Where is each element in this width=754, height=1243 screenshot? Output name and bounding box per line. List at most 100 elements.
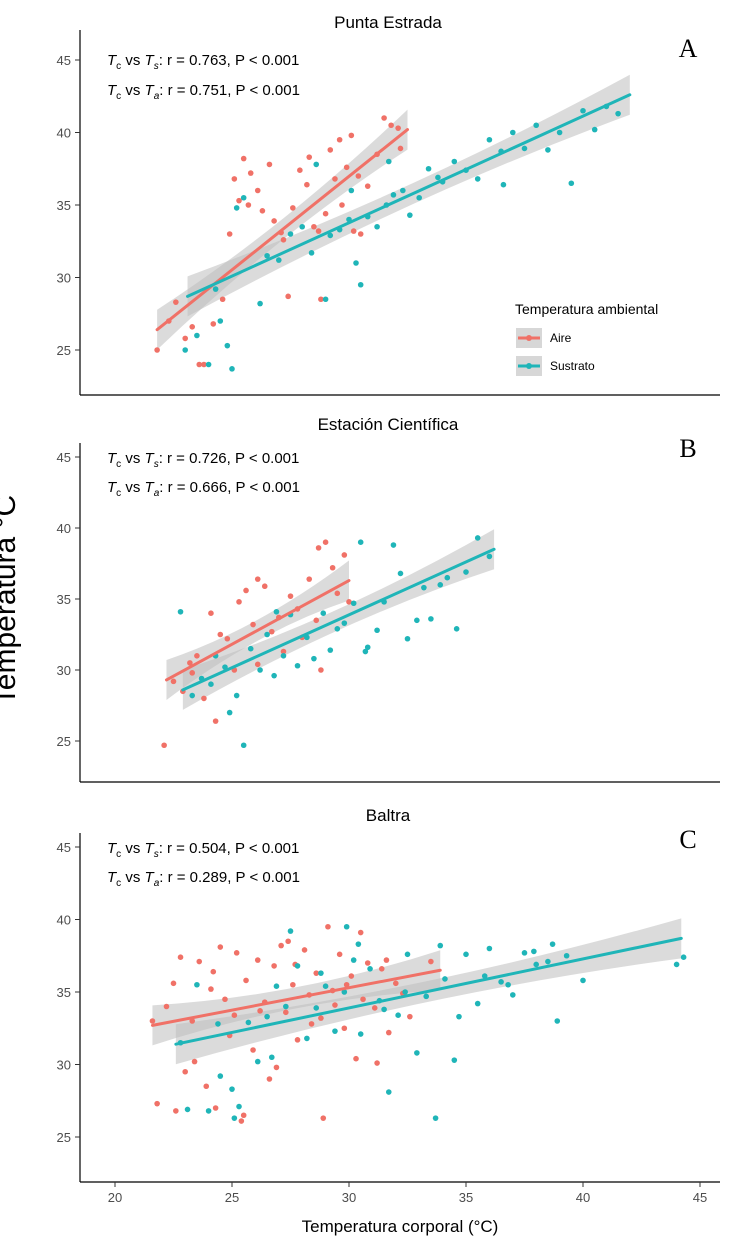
data-point-sustrato — [414, 1050, 420, 1056]
data-point-aire — [315, 545, 322, 551]
data-point-sustrato — [404, 635, 411, 642]
data-point-sustrato — [357, 281, 364, 288]
data-point-aire — [278, 942, 284, 949]
data-point-aire — [304, 181, 310, 188]
data-point-sustrato — [500, 181, 507, 188]
stat-vs: vs — [121, 52, 144, 69]
data-point-aire — [393, 980, 399, 987]
legend: Temperatura ambiental Aire Sustrato — [515, 301, 658, 376]
stat-vs: vs — [121, 840, 144, 857]
data-point-sustrato — [402, 989, 408, 995]
data-point-aire — [346, 599, 352, 605]
data-point-sustrato — [374, 627, 380, 634]
stat-var-t: T — [145, 450, 156, 467]
data-point-aire — [318, 667, 324, 673]
data-point-aire — [196, 361, 203, 368]
data-point-aire — [268, 628, 275, 635]
data-point-sustrato — [276, 257, 282, 263]
data-point-aire — [283, 1009, 289, 1016]
panel-estacion-cientifica: Estación Científica B 25 30 35 40 45 Tc vs Ts: … — [57, 415, 720, 783]
data-point-sustrato — [350, 957, 357, 963]
y-tick-label: 25 — [57, 343, 71, 358]
data-point-aire — [170, 678, 177, 685]
data-point-aire — [254, 957, 261, 963]
data-point-sustrato — [322, 983, 329, 989]
data-point-sustrato — [568, 180, 575, 187]
legend-item-label: Sustrato — [550, 359, 595, 373]
y-tick-label: 25 — [57, 1130, 71, 1145]
data-point-sustrato — [320, 610, 327, 616]
y-tick-label: 35 — [57, 198, 71, 213]
data-point-aire — [395, 125, 401, 131]
data-point-aire — [271, 218, 277, 224]
data-point-sustrato — [245, 1019, 252, 1026]
data-point-sustrato — [341, 989, 348, 995]
data-point-sustrato — [299, 223, 306, 230]
stat-var-tc: T — [107, 840, 118, 857]
data-point-aire — [259, 208, 266, 214]
stat-vs: vs — [121, 869, 144, 886]
data-point-aire — [290, 205, 296, 211]
data-point-sustrato — [189, 692, 196, 699]
data-point-aire — [313, 970, 320, 976]
data-point-sustrato — [240, 742, 247, 749]
stat-sub: s — [154, 849, 159, 860]
x-tick-label: 45 — [693, 1190, 707, 1205]
data-point-sustrato — [414, 617, 420, 624]
data-point-sustrato — [521, 950, 528, 956]
data-point-sustrato — [435, 174, 441, 181]
data-point-sustrato — [486, 945, 493, 952]
data-point-aire — [212, 1105, 219, 1111]
data-point-aire — [355, 173, 362, 179]
data-point-aire — [339, 202, 345, 208]
data-point-sustrato — [404, 951, 411, 958]
data-point-sustrato — [510, 129, 516, 136]
stat-vs: vs — [121, 82, 144, 99]
panel-baltra: Baltra C 25 30 35 40 45 20 25 30 35 40 45 Tc vs Ts: r… — [57, 806, 720, 1205]
x-tick-label: 25 — [225, 1190, 239, 1205]
data-point-aire — [191, 1058, 198, 1065]
stat-values: : r = 0.504, P < 0.001 — [159, 840, 300, 857]
data-point-aire — [210, 968, 217, 975]
stat-var-t: T — [145, 869, 156, 886]
data-point-aire — [322, 210, 329, 217]
data-point-sustrato — [390, 192, 397, 198]
data-point-aire — [238, 1118, 245, 1124]
data-point-aire — [201, 695, 207, 702]
data-point-aire — [308, 1021, 315, 1027]
data-point-aire — [189, 670, 196, 676]
data-point-aire — [336, 136, 343, 143]
data-point-sustrato — [437, 942, 444, 949]
data-point-aire — [374, 1060, 380, 1066]
data-point-aire — [357, 929, 364, 936]
data-point-aire — [173, 1108, 179, 1114]
data-point-sustrato — [264, 252, 270, 259]
data-point-sustrato — [257, 300, 263, 307]
x-tick-label: 30 — [342, 1190, 356, 1205]
data-point-aire — [381, 115, 387, 121]
data-point-sustrato — [580, 107, 586, 114]
data-point-aire — [327, 147, 334, 153]
data-point-sustrato — [425, 165, 432, 172]
data-point-sustrato — [348, 187, 355, 194]
data-point-sustrato — [505, 981, 511, 988]
data-point-aire — [254, 576, 261, 582]
y-tick-label: 45 — [57, 53, 71, 68]
data-point-sustrato — [456, 1013, 462, 1020]
data-point-aire — [173, 299, 179, 305]
data-point-aire — [329, 564, 336, 571]
stat-var-tc: T — [107, 450, 118, 467]
data-point-sustrato — [283, 1003, 289, 1010]
stat-sub: a — [154, 878, 160, 889]
data-point-aire — [325, 923, 331, 930]
data-point-aire — [287, 593, 294, 599]
stat-values: : r = 0.726, P < 0.001 — [159, 450, 300, 467]
data-point-sustrato — [556, 129, 563, 136]
data-point-sustrato — [545, 147, 551, 153]
regression-line-aire — [150, 968, 442, 1027]
data-point-aire — [170, 980, 177, 987]
data-point-aire — [318, 296, 324, 303]
data-point-aire — [219, 296, 226, 303]
data-point-sustrato — [486, 553, 493, 560]
data-point-aire — [350, 228, 357, 234]
